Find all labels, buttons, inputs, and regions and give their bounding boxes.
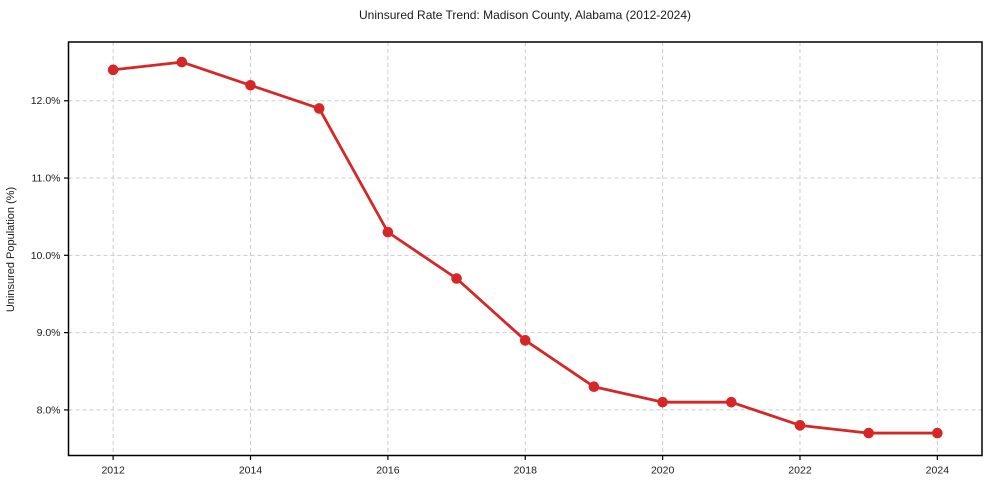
x-tick-label: 2016 [376,465,400,477]
tick-labels: 8.0% 9.0% 10.0% 11.0% 12.0% 2012 2014 2016 2018 2… [31,95,949,476]
data-series [107,56,943,439]
y-tick-label: 12.0% [31,95,61,107]
y-tick-label: 9.0% [37,327,61,339]
y-tick-label: 10.0% [31,250,61,262]
data-point [107,64,119,76]
gridlines [68,42,982,456]
data-point [794,420,806,431]
data-point [863,427,874,439]
x-tick-label: 2014 [239,465,263,477]
x-tick-label: 2018 [514,465,538,477]
x-tick-label: 2022 [788,465,812,477]
plot-frame [67,41,983,457]
x-tick-label: 2024 [926,465,950,477]
x-tick-label: 2020 [651,465,675,477]
data-point [176,56,188,68]
data-point [588,381,600,393]
y-axis-label: Uninsured Population (%) [5,187,17,312]
data-point [657,396,668,408]
data-point [726,396,737,408]
data-point [245,79,256,91]
data-point [451,273,462,284]
data-point [313,103,325,114]
chart-title: Uninsured Rate Trend: Madison County, Al… [359,8,691,22]
axes [64,41,983,460]
data-point [382,226,394,238]
y-tick-label: 11.0% [32,173,61,185]
y-tick-label: 8.0% [37,404,61,416]
x-tick-label: 2012 [101,465,125,477]
data-point [519,335,531,346]
data-point [932,427,943,439]
